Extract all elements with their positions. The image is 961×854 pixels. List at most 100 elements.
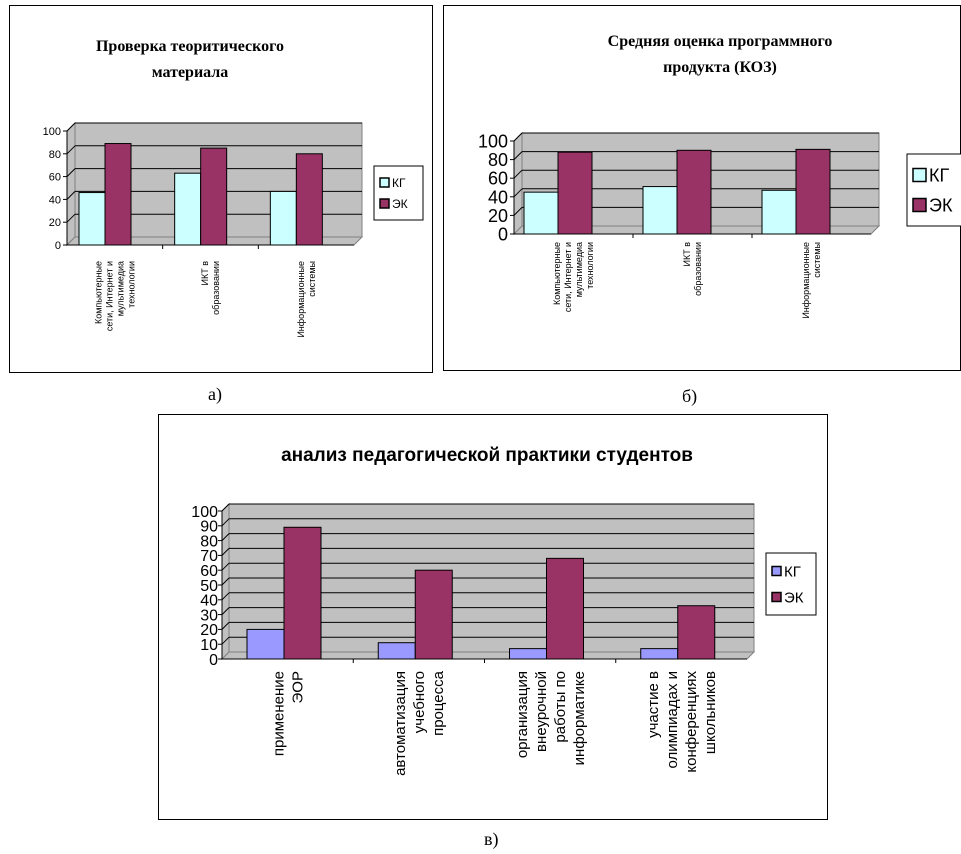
y-tick-label: 40 — [200, 593, 218, 610]
x-category-label-line: образовании — [693, 242, 703, 296]
x-category-label: участие в олимпиадах и конференциях школьни… — [645, 671, 719, 773]
chart-title-line: Проверка теоритического — [96, 38, 284, 55]
chart-panel-a: Проверка теоритического материала 0 20 40 60 8… — [9, 5, 433, 373]
y-tick-label: 20 — [49, 217, 61, 229]
y-tick-label: 80 — [49, 149, 61, 161]
x-category-label-line: образовании — [211, 261, 221, 315]
x-category-label-line: системы — [307, 261, 317, 297]
chart-a-svg: Проверка теоритического материала 0 20 40 60 8… — [43, 38, 424, 338]
y-tick-label: 70 — [200, 548, 218, 565]
y-tick-label: 90 — [200, 519, 218, 536]
legend-box — [373, 165, 424, 221]
chart-panel-b: Средняя оценка программного продукта (КОЗ… — [443, 5, 961, 371]
y-tick-label: 40 — [49, 194, 61, 206]
bar-kg — [377, 642, 416, 660]
y-tick-label: 100 — [43, 126, 61, 138]
chart-c-svg: анализ педагогической практики студентов… — [191, 445, 817, 776]
bar-ek — [546, 557, 584, 660]
x-category-label: применение ЭОР — [270, 671, 306, 756]
x-category-label-line: информатике — [571, 671, 588, 765]
bar-ek — [795, 148, 831, 235]
chart-title-line: материала — [152, 64, 229, 81]
gridline-diag — [221, 636, 230, 645]
x-category-label-line: олимпиадах и — [664, 671, 681, 768]
gridline-diag — [513, 169, 523, 179]
legend-swatch-ek — [912, 197, 927, 213]
x-category-label: Информационные системы — [296, 261, 317, 338]
gridline-diag — [221, 562, 230, 571]
legend-box — [765, 552, 817, 616]
bar-ek — [677, 605, 716, 660]
y-tick-label: 50 — [200, 578, 218, 595]
gridline-diag — [513, 151, 523, 160]
gridline-diag — [221, 533, 230, 541]
bar-kg — [246, 628, 285, 660]
side-wall — [66, 121, 76, 247]
bar-ek — [557, 151, 593, 235]
bar-ek — [283, 526, 322, 660]
legend-label-kg: КГ — [929, 165, 949, 185]
y-tick-label: 60 — [488, 169, 508, 189]
x-category-label-line: сети, Интернет и — [104, 261, 114, 331]
x-category-label-line: системы — [812, 242, 822, 278]
caption-b: б) — [682, 386, 698, 406]
gridline-diag — [513, 132, 523, 142]
x-category-label: Компьютерные сети, Интернет и мультимедиа т… — [93, 261, 136, 331]
legend-label-ek: ЭК — [784, 589, 804, 606]
bar-kg — [269, 190, 297, 246]
legend-swatch-kg — [771, 565, 782, 577]
caption-c: в) — [484, 829, 499, 849]
bar-kg — [509, 648, 547, 660]
gridline-diag — [221, 622, 230, 630]
gridline-diag — [513, 188, 523, 198]
gridline-diag — [513, 207, 523, 216]
legend-swatch-kg — [379, 177, 390, 188]
x-category-label-line: школьников — [702, 671, 719, 754]
bar-ek — [200, 147, 228, 246]
x-category-label: ИКТ в образовании — [682, 242, 703, 296]
side-wall — [513, 131, 523, 236]
legend-swatch-ek — [379, 198, 390, 209]
legend-label-ek: ЭК — [392, 197, 408, 211]
gridline-diag — [221, 607, 230, 615]
x-category-label-line: процесса — [430, 670, 447, 736]
x-category-label-line: конференциях — [683, 671, 700, 773]
legend-label-kg: КГ — [392, 176, 406, 190]
x-category-label: ИКТ в образовании — [200, 261, 221, 315]
chart-title-line: Средняя оценка программного — [608, 33, 833, 50]
legend-swatch-ek — [771, 591, 782, 603]
x-category-label: Информационные системы — [801, 242, 822, 319]
x-category-label-line: технологии — [126, 261, 136, 308]
x-category-label-line: организация — [514, 671, 531, 758]
legend-label-kg: КГ — [784, 563, 801, 580]
x-category-label-line: Компьютерные — [552, 242, 562, 305]
y-tick-label: 0 — [498, 224, 508, 244]
gridline-diag — [221, 577, 230, 586]
x-category-label: Компьютерные сети, Интернет и мультимедиа т… — [552, 242, 595, 312]
x-category-label-line: мультимедиа — [115, 261, 125, 316]
gridline-diag — [66, 145, 76, 155]
x-category-label-line: участие в — [645, 671, 662, 738]
chart-panel-c: анализ педагогической практики студентов… — [158, 414, 828, 820]
y-tick-label: 20 — [200, 622, 218, 639]
x-category-label-line: технологии — [585, 242, 595, 289]
y-tick-label: 10 — [200, 637, 218, 654]
y-tick-label: 80 — [200, 533, 218, 550]
chart-title-line: анализ педагогической практики студентов — [281, 445, 693, 466]
bar-kg — [523, 191, 559, 235]
x-category-label-line: учебного — [411, 671, 428, 733]
x-category-label-line: Компьютерные — [93, 261, 103, 324]
x-category-label-line: сети, Интернет и — [563, 242, 573, 312]
y-tick-label: 60 — [200, 563, 218, 580]
gridline-diag — [221, 548, 230, 556]
x-category-label-line: мультимедиа — [574, 242, 584, 297]
x-category-label-line: применение — [270, 671, 287, 756]
x-category-label-line: ИКТ в — [682, 242, 692, 267]
gridline-diag — [66, 213, 76, 223]
bar-ek — [414, 569, 453, 660]
x-category-label-line: Информационные — [296, 261, 306, 338]
gridline-diag — [66, 168, 76, 177]
y-tick-label: 40 — [488, 187, 508, 207]
legend-label-ek: ЭК — [929, 195, 953, 215]
x-category-label-line: работы по — [552, 671, 569, 743]
